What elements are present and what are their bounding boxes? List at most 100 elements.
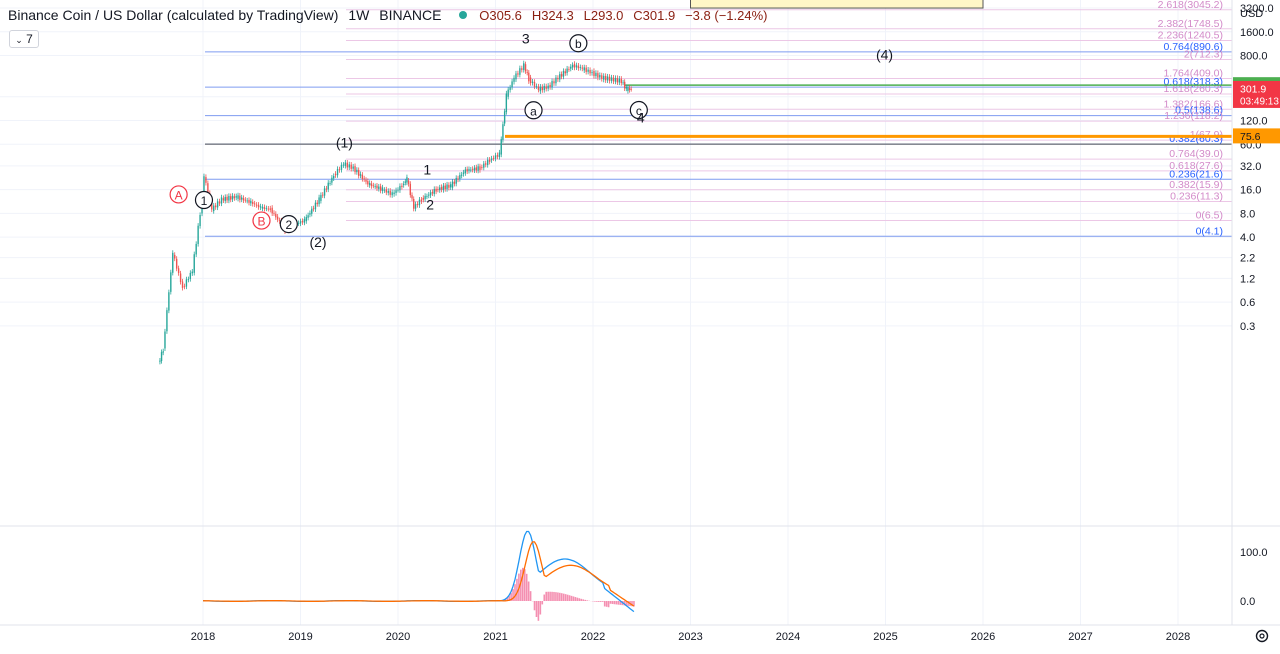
- wave-label: (1): [336, 134, 353, 150]
- candle-body: [162, 351, 164, 353]
- candle-body: [327, 182, 329, 190]
- candle-body: [526, 71, 528, 73]
- candle-body: [485, 163, 487, 165]
- candle-body: [220, 197, 223, 204]
- candle-body: [406, 177, 408, 183]
- candle-body: [199, 214, 201, 227]
- candle-body: [568, 69, 570, 70]
- candle-body: [301, 220, 304, 223]
- y-tick-label: 16.0: [1240, 185, 1261, 197]
- fib-label: 0.382(15.9): [1169, 179, 1223, 191]
- candle-body: [604, 75, 607, 81]
- open-value: O305.6: [479, 8, 522, 23]
- candle-body: [523, 63, 525, 70]
- wave-label: 1: [423, 161, 431, 177]
- interval-label[interactable]: 1W: [348, 7, 370, 23]
- candle-body: [379, 186, 382, 191]
- candle-body: [159, 360, 161, 362]
- candle-body: [164, 331, 166, 349]
- candle-body: [240, 197, 243, 200]
- candle-body: [329, 183, 331, 184]
- candle-body: [601, 75, 603, 79]
- candle-body: [583, 67, 585, 71]
- candle-body: [248, 199, 250, 203]
- y-tick-label: 1.2: [1240, 273, 1255, 285]
- fib-label: 0(4.1): [1196, 225, 1223, 237]
- candle-body: [564, 71, 566, 74]
- candle-body: [513, 77, 515, 82]
- candle-body: [468, 169, 470, 171]
- candle-body: [399, 186, 401, 191]
- candle-body: [539, 86, 542, 92]
- candle-body: [517, 73, 519, 75]
- candle-body: [224, 197, 226, 201]
- currency-label: USD: [1240, 8, 1263, 20]
- candle-body: [174, 254, 176, 259]
- candle-body: [424, 195, 426, 200]
- wave-label: 2: [426, 197, 434, 213]
- candle-body: [395, 190, 397, 193]
- candle-body: [374, 186, 376, 188]
- candle-body: [603, 75, 605, 80]
- candle-body: [437, 189, 439, 190]
- candle-body: [464, 169, 467, 174]
- candle-body: [547, 85, 549, 89]
- wave-label: a: [530, 104, 537, 118]
- candle-body: [275, 213, 277, 218]
- indicator-count: 7: [26, 32, 33, 46]
- candle-body: [457, 178, 459, 180]
- y-tick-label: 0.3: [1240, 321, 1255, 333]
- candle-body: [618, 78, 621, 83]
- candle-body: [250, 200, 252, 204]
- last-price-text: 301.9: [1240, 83, 1266, 95]
- candle-body: [197, 225, 199, 244]
- indicators-toggle-button[interactable]: ⌄ 7: [9, 30, 39, 48]
- settings-gear-icon[interactable]: [1255, 629, 1269, 643]
- candle-body: [322, 194, 324, 196]
- y-tick-label: 800.0: [1240, 51, 1268, 63]
- chart-grid: [0, 0, 1232, 625]
- wave-label: A: [175, 188, 183, 202]
- signal-line: [202, 541, 635, 607]
- candle-body: [606, 76, 609, 81]
- candle-body: [312, 208, 315, 210]
- candle-body: [543, 86, 545, 91]
- fib-label: 0.5(138.6): [1175, 105, 1223, 117]
- candle-body: [342, 164, 345, 166]
- candle-body: [573, 63, 576, 68]
- candle-body: [323, 188, 326, 196]
- candle-body: [346, 162, 348, 168]
- candle-body: [473, 167, 476, 171]
- candle-body: [587, 69, 589, 72]
- target-zone-box: [690, 0, 984, 9]
- candle-body: [230, 196, 232, 200]
- candle-body: [616, 78, 619, 83]
- candle-body: [535, 86, 538, 87]
- candle-body: [475, 167, 478, 171]
- candle-body: [630, 88, 632, 90]
- candle-body: [426, 196, 428, 198]
- candle-body: [599, 75, 601, 78]
- candle-body: [529, 77, 532, 84]
- candle-body: [340, 164, 343, 170]
- candle-body: [231, 195, 234, 200]
- y-tick-label: 4.0: [1240, 232, 1255, 244]
- wave-label: 3: [522, 30, 530, 46]
- candle-body: [625, 87, 628, 89]
- fib-label: 1.618(260.3): [1163, 83, 1223, 95]
- candle-body: [413, 199, 415, 209]
- candle-body: [444, 185, 446, 190]
- chevron-down-icon: ⌄: [15, 35, 23, 45]
- wave-label: 4: [637, 109, 645, 125]
- last-price-badge: [1233, 80, 1280, 108]
- candle-body: [361, 174, 364, 179]
- candle-body: [414, 204, 417, 209]
- candle-body: [496, 155, 499, 157]
- candle-body: [387, 190, 389, 193]
- symbol-title[interactable]: Binance Coin / US Dollar (calculated by …: [8, 7, 339, 23]
- y-tick-label: 0.6: [1240, 297, 1255, 309]
- y-tick-label: 3200.0: [1240, 3, 1274, 15]
- candle-body: [348, 164, 350, 168]
